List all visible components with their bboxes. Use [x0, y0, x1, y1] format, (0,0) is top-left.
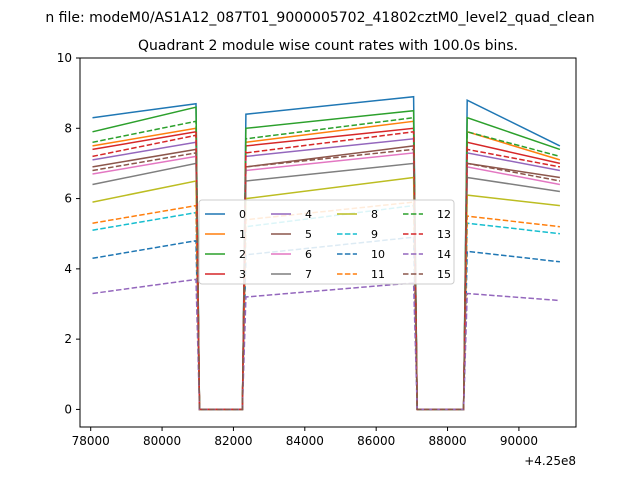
series-line-15 [92, 148, 561, 411]
chart-title: Quadrant 2 module wise count rates with … [138, 38, 518, 54]
x-tick-label: 86000 [357, 434, 395, 448]
legend-label-0: 0 [239, 208, 246, 221]
legend-label-2: 2 [239, 248, 246, 261]
x-axis: 78000 80000 82000 84000 86000 88000 90000 [72, 427, 538, 448]
legend-label-13: 13 [437, 228, 451, 241]
legend-box [198, 199, 455, 285]
legend-label-10: 10 [371, 248, 385, 261]
x-tick-label: 84000 [286, 434, 324, 448]
legend-label-15: 15 [437, 268, 451, 281]
legend-label-9: 9 [371, 228, 378, 241]
legend-label-8: 8 [371, 208, 378, 221]
y-tick-label: 10 [57, 51, 72, 65]
y-tick-label: 0 [64, 402, 72, 416]
x-tick-label: 88000 [428, 434, 466, 448]
legend-label-5: 5 [305, 228, 312, 241]
y-tick-label: 8 [64, 121, 72, 135]
x-axis-offset-label: +4.25e8 [524, 454, 576, 468]
plot-frame [79, 57, 577, 428]
x-tick-label: 82000 [214, 434, 252, 448]
legend-label-12: 12 [437, 208, 451, 221]
y-tick-label: 6 [64, 192, 72, 206]
legend-label-1: 1 [239, 228, 246, 241]
chart-suptitle: n file: modeM0/AS1A12_087T01_9000005702_… [45, 10, 594, 26]
series-line-14 [92, 278, 560, 411]
y-tick-label: 2 [64, 332, 72, 346]
y-axis: 0 2 4 6 8 10 [57, 51, 80, 416]
y-tick-label: 4 [64, 262, 72, 276]
legend-label-4: 4 [305, 208, 312, 221]
legend-label-11: 11 [371, 268, 385, 281]
legend-label-3: 3 [239, 268, 246, 281]
x-tick-label: 78000 [72, 434, 110, 448]
series-layer [92, 95, 561, 411]
series-line-13 [92, 130, 561, 411]
legend-label-6: 6 [305, 248, 312, 261]
x-tick-label: 80000 [143, 434, 181, 448]
legend-label-14: 14 [437, 248, 451, 261]
legend-label-7: 7 [305, 268, 312, 281]
x-tick-label: 90000 [500, 434, 538, 448]
